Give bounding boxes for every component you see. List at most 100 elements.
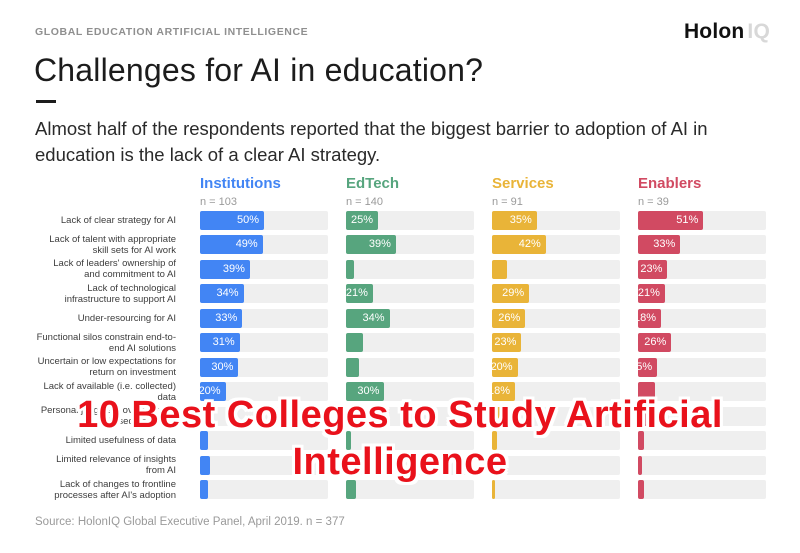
bar: 30% [346,382,385,401]
bar-value-label: 33% [215,311,238,324]
bar-value-label: 23% [640,262,663,275]
legend-count-edtech: n = 140 [346,195,384,208]
row-label: Lack of clear strategy for AI [60,214,176,226]
bar: 21% [638,284,665,303]
bar-cell: 21% [346,282,474,307]
bar-value-label: 26% [644,336,667,348]
bar-cell: 2% [492,478,620,503]
bar-cell: 23% [492,331,620,356]
bar-track [346,406,474,426]
bar-cell: 34% [200,282,328,307]
bar: 26% [638,333,672,352]
bar [638,480,645,499]
title-accent-dash [36,100,56,103]
bar: 34% [346,308,390,328]
bar-value-label: 39% [368,238,391,250]
row-label: Lack of talent with appropriate skill se… [49,233,176,256]
bar-cell: 29% [492,282,620,307]
source-note: Source: HolonIQ Global Executive Panel, … [35,516,345,528]
logo-iq-text: IQ [747,20,770,43]
bar-track [346,455,474,475]
bar-track: 49% [200,235,328,254]
bar-value-label: 18% [634,311,657,324]
legend-item-edtech: EdTech n = 140 [346,175,474,208]
bar-track: 33% [200,308,328,328]
legend-item-institutions: Institutions n = 103 [200,175,328,208]
bar: 33% [200,308,243,328]
bar-value-label: 34% [362,311,385,324]
bar: 20% [490,357,518,377]
legend-count-services: n = 91 [492,195,523,208]
legend-name-enablers: Enablers [638,175,702,192]
bar-track: 21% [346,284,474,303]
bar-track [638,431,766,450]
bar-cell: 3% [638,453,766,478]
bar: 42% [492,235,546,254]
bar-cell: 50% [200,208,328,233]
legend-item-services: Services n = 91 [492,175,620,208]
bar-track [638,406,766,426]
row-label: Lack of available (i.e. collected) data [43,380,176,403]
bar-cell: 23% [638,257,766,282]
bar-value-label: 25% [350,213,373,226]
bar-track [200,431,328,450]
bar-cell: 9% [346,453,474,478]
bar-cell: 26% [638,331,766,356]
bar-track: 50% [200,210,328,230]
bar-cell: 8% [346,478,474,503]
bar-value-label: 29% [502,287,525,299]
bar: 15% [630,357,658,377]
bar [492,431,498,450]
overlay-caption: 10 Best Colleges to Study Artificial Int… [0,392,800,486]
legend-count-institutions: n = 103 [200,195,238,208]
bar: 49% [200,235,263,254]
bar-value-label: 20% [490,360,513,373]
bar-cell: 15% [630,355,766,380]
legend-name-services: Services [492,175,554,192]
bar-value-label: 23% [494,336,517,348]
holoniq-logo: Holon IQ [684,20,770,44]
bar [346,406,358,426]
bar [492,259,508,279]
bar-cell: 13% [638,404,766,429]
bar-cell: 18% [488,380,620,405]
bar-cell: 13% [638,380,766,405]
bar-value-label: 39% [222,262,245,275]
bar-cell: 31% [200,331,328,356]
header-eyebrow: GLOBAL EDUCATION ARTIFICIAL INTELLIGENCE [35,26,309,38]
bar-cell: 10% [186,404,328,429]
bar-track: 35% [492,210,620,230]
legend-item-enablers: Enablers n = 39 [638,175,766,208]
bar-track: 30% [346,382,474,401]
bar-cell: 6% [200,429,328,454]
bar-cell: 13% [346,331,474,356]
bar-value-label: 10% [185,409,208,422]
bar-track [346,480,474,499]
row-label: Lack of leaders' ownership of and commit… [53,258,176,281]
bar [200,431,208,450]
bar [346,455,358,475]
row-label: Lack of technological infrastructure to … [64,282,176,305]
bar-track: 18% [634,308,766,328]
bar-value-label: 50% [236,213,259,226]
row-label: Limited usefulness of data [65,435,176,447]
bar-track: 33% [638,235,766,254]
bar-track: 39% [346,235,474,254]
bar: 10% [186,406,213,426]
page-subtitle: Almost half of the respondents reported … [35,118,708,165]
bar-track: 26% [492,308,620,328]
bar-track: 20% [199,382,328,401]
row-label: Limited relevance of insights from AI [56,454,176,477]
bar-cell: 6% [200,478,328,503]
bar [346,333,363,352]
row-label: Under-resourcing for AI [77,312,176,324]
bar: 39% [200,259,250,279]
bar: 26% [492,308,526,328]
bar-track: 21% [638,284,766,303]
bar-track [492,455,620,475]
bar: 50% [200,210,264,230]
legend-name-institutions: Institutions [200,175,281,192]
chart-legend: Institutions n = 103 EdTech n = 140 Serv… [35,175,766,208]
row-label: Personal judgment overrides AI-based dec… [40,405,176,428]
bar: 18% [488,382,516,401]
